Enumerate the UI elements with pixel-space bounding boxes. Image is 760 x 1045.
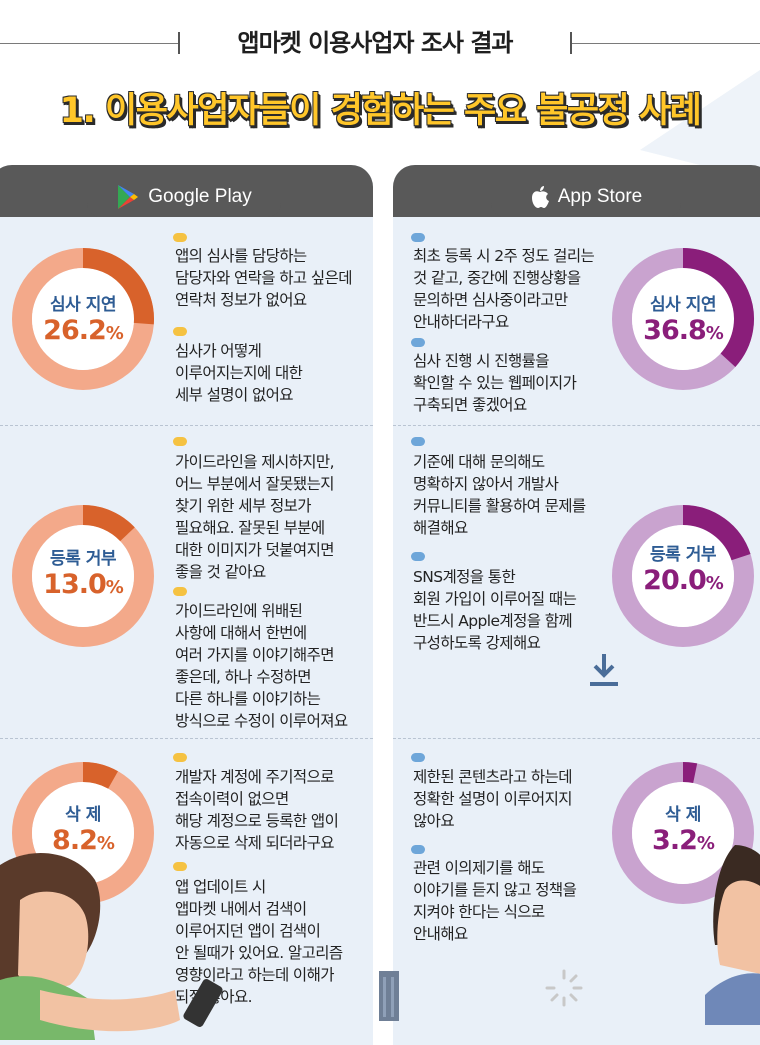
google-play-tab: Google Play bbox=[87, 177, 281, 217]
donut-label-left: 등록 거부 13.0% bbox=[10, 544, 156, 600]
donut-segment bbox=[82, 248, 154, 325]
speech-bubble-icon bbox=[173, 862, 187, 871]
google-play-icon bbox=[118, 185, 139, 209]
category-label: 심사 지연 bbox=[650, 295, 716, 315]
category-label: 심사 지연 bbox=[50, 295, 116, 315]
donut-segment bbox=[682, 248, 754, 367]
percent-value: 36.8% bbox=[643, 315, 724, 346]
donut-chart-right bbox=[612, 762, 754, 904]
donut-label-left: 심사 지연 26.2% bbox=[10, 290, 156, 346]
speech-bubble-icon bbox=[411, 233, 425, 242]
quote-text: 가이드라인을 제시하지만, 어느 부분에서 잘못됐는지 찾기 위한 세부 정보가… bbox=[175, 453, 335, 581]
quote-text: 제한된 콘텐츠라고 하는데 정확한 설명이 이루어지지 않아요 bbox=[413, 768, 573, 830]
apple-icon bbox=[531, 186, 549, 208]
google-play-label: Google Play bbox=[148, 186, 252, 207]
building-illustration bbox=[379, 971, 399, 1021]
donut-label-right: 삭 제 3.2% bbox=[610, 800, 756, 856]
percent-value: 13.0% bbox=[43, 569, 124, 600]
donut-chart-left bbox=[12, 248, 154, 390]
person-illustration-right bbox=[705, 845, 760, 1025]
quote-text: 심사 진행 시 진행률을 확인할 수 있는 웹페이지가 구축되면 좋겠어요 bbox=[413, 352, 577, 414]
category-label: 삭 제 bbox=[665, 805, 701, 825]
donut-segment bbox=[82, 505, 135, 542]
loading-spinner-icon bbox=[545, 969, 583, 1007]
donut-hole bbox=[632, 525, 734, 627]
quote-text: 개발자 계정에 주기적으로 접속이력이 없으면 해당 계정으로 등록한 앱이 자… bbox=[175, 768, 339, 852]
donut-label-right: 심사 지연 36.8% bbox=[610, 290, 756, 346]
category-label: 등록 거부 bbox=[50, 549, 116, 569]
donut-chart-right bbox=[612, 505, 754, 647]
row-divider bbox=[0, 425, 373, 426]
percent-value: 3.2% bbox=[652, 825, 715, 856]
percent-value: 20.0% bbox=[643, 565, 724, 596]
row-divider bbox=[393, 425, 760, 426]
app-store-tab: App Store bbox=[491, 177, 681, 217]
speech-bubble-icon bbox=[411, 338, 425, 347]
donut-hole bbox=[632, 268, 734, 370]
background-decoration bbox=[640, 70, 760, 180]
row-divider bbox=[0, 738, 373, 739]
speech-bubble-icon bbox=[411, 552, 425, 561]
donut-hole bbox=[32, 525, 134, 627]
quote-text: 가이드라인에 위배된 사항에 대해서 한번에 여러 가지를 이야기해주면 좋은데… bbox=[175, 602, 348, 730]
quote-text: 최초 등록 시 2주 정도 걸리는 것 같고, 중간에 진행상황을 문의하면 심… bbox=[413, 247, 595, 331]
speech-bubble-icon bbox=[411, 437, 425, 446]
donut-segment bbox=[682, 762, 698, 784]
speech-bubble-icon bbox=[173, 233, 187, 242]
category-label: 등록 거부 bbox=[650, 545, 716, 565]
header-rule-right bbox=[572, 43, 760, 44]
speech-bubble-icon bbox=[173, 587, 187, 596]
page-subtitle: 앱마켓 이용사업자 조사 결과 bbox=[235, 27, 515, 59]
percent-value: 8.2% bbox=[52, 825, 115, 856]
quote-text: 앱의 심사를 담당하는 담당자와 연락을 하고 싶은데 연락처 정보가 없어요 bbox=[175, 247, 353, 309]
donut-segment bbox=[82, 762, 118, 789]
donut-label-left: 삭 제 8.2% bbox=[10, 800, 156, 856]
row-divider bbox=[393, 738, 760, 739]
download-arrow-icon bbox=[590, 654, 618, 686]
page-title: 1. 이용사업자들이 경험하는 주요 불공정 사례 bbox=[59, 91, 702, 131]
speech-bubble-icon bbox=[411, 753, 425, 762]
donut-chart-right bbox=[612, 248, 754, 390]
quote-text: 심사가 어떻게 이루어지는지에 대한 세부 설명이 없어요 bbox=[175, 342, 303, 404]
speech-bubble-icon bbox=[411, 845, 425, 854]
speech-bubble-icon bbox=[173, 437, 187, 446]
app-store-label: App Store bbox=[557, 186, 643, 207]
quote-text: 관련 이의제기를 해도 이야기를 듣지 않고 정책을 지켜야 한다는 식으로 안… bbox=[413, 859, 577, 943]
person-illustration-left bbox=[0, 853, 223, 1040]
subtitle-box: 앱마켓 이용사업자 조사 결과 bbox=[178, 26, 572, 60]
percent-value: 26.2% bbox=[43, 315, 124, 346]
header-rule-left bbox=[0, 43, 178, 44]
quote-text: 기준에 대해 문의해도 명확하지 않아서 개발사 커뮤니티를 활용하여 문제를 … bbox=[413, 453, 586, 537]
donut-hole bbox=[32, 268, 134, 370]
quote-text: SNS계정을 통한 회원 가입이 이루어질 때는 반드시 Apple계정을 함께… bbox=[413, 568, 577, 652]
speech-bubble-icon bbox=[173, 753, 187, 762]
donut-segment bbox=[682, 505, 751, 561]
donut-chart-left bbox=[12, 505, 154, 647]
category-label: 삭 제 bbox=[65, 805, 101, 825]
donut-label-right: 등록 거부 20.0% bbox=[610, 540, 756, 596]
donut-hole bbox=[632, 782, 734, 884]
speech-bubble-icon bbox=[173, 327, 187, 336]
